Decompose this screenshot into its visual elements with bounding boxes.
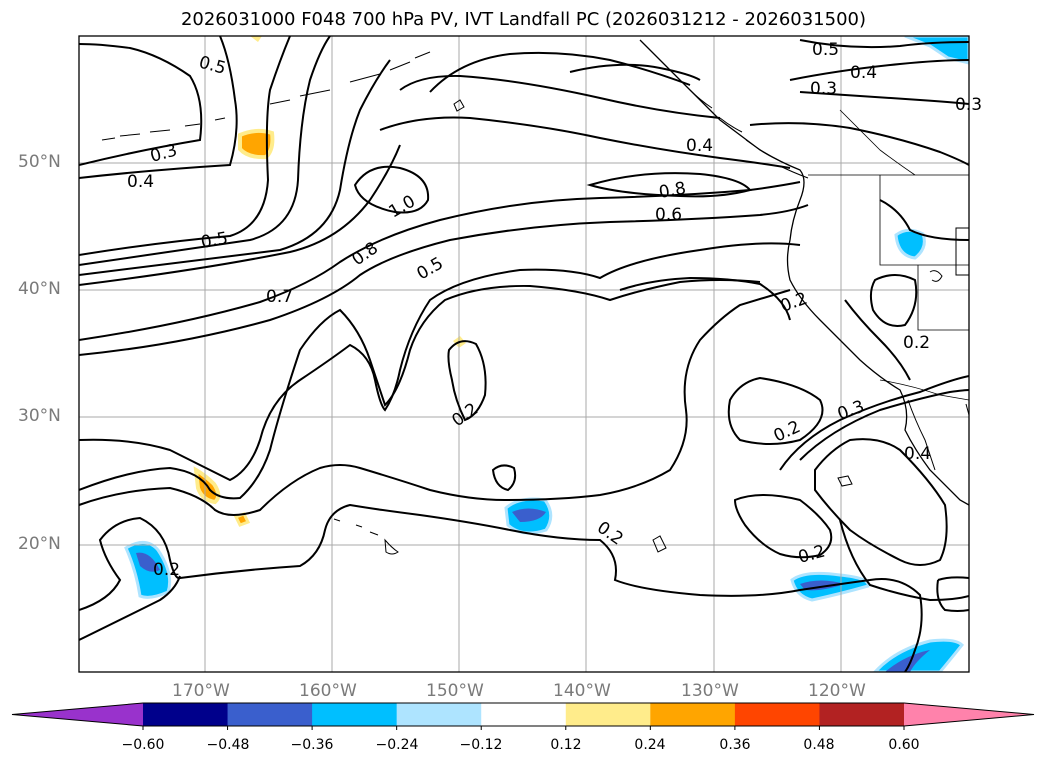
- shade-yellow-top: [250, 36, 262, 42]
- contour-label: 0.5: [197, 53, 228, 79]
- lon-label: 170°W: [172, 681, 230, 701]
- colorbar-bin: [565, 703, 651, 726]
- colorbar-bin: [481, 703, 567, 726]
- contour-label: 0.4: [686, 136, 713, 156]
- colorbar-bin: [819, 703, 905, 726]
- contour-label: 0.5: [199, 229, 229, 253]
- contour-label: 0.4: [850, 63, 877, 83]
- coastlines: [101, 39, 969, 555]
- colorbar-tick-label: −0.24: [375, 737, 419, 753]
- contour-label: 0.5: [414, 253, 447, 284]
- colorbar-bin: [227, 703, 313, 726]
- lat-label: 30°N: [18, 406, 61, 426]
- colorbar-bin: [312, 703, 398, 726]
- map-title: 2026031000 F048 700 hPa PV, IVT Landfall…: [180, 9, 867, 30]
- graticule: [79, 36, 969, 672]
- contour-label: 0.2: [153, 560, 180, 580]
- contour-label: 0.4: [127, 172, 154, 192]
- contour-label: 0.6: [655, 205, 682, 225]
- colorbar-tick-label: 0.48: [803, 737, 835, 753]
- contour-label: 1.0: [386, 191, 419, 222]
- contour-label-group: 0.5 0.3 0.4 0.5 0.7 1.0 0.8 0.5 0.6 0.8 …: [127, 40, 982, 580]
- contour-label: 0.5: [812, 40, 839, 60]
- colorbar-extend-high: [904, 703, 1034, 726]
- colorbar-bin: [396, 703, 482, 726]
- colorbar-bin: [650, 703, 736, 726]
- contour-label: 0.7: [266, 287, 293, 307]
- lat-label: 20°N: [18, 534, 61, 554]
- lon-label: 120°W: [808, 681, 866, 701]
- shade-blue-top-right: [904, 36, 969, 65]
- contour-label: 0.8: [657, 179, 687, 203]
- pv-contours: [79, 36, 969, 672]
- colorbar-extend-low: [12, 703, 143, 726]
- lat-label: 40°N: [18, 279, 61, 299]
- colorbar-bin: [734, 703, 820, 726]
- lon-label: 150°W: [426, 681, 484, 701]
- contour-label: 0.3: [835, 397, 867, 425]
- lon-label: 140°W: [553, 681, 611, 701]
- shade-blue-nevada: [894, 228, 926, 260]
- lon-label: 130°W: [681, 681, 739, 701]
- colorbar-tick-label: −0.12: [459, 737, 503, 753]
- colorbar-tick-label: 0.36: [719, 737, 751, 753]
- colorbar-tick-label: 0.24: [634, 737, 666, 753]
- contour-label: 0.2: [771, 417, 804, 447]
- lon-label: 160°W: [299, 681, 357, 701]
- colorbar: [11, 702, 1035, 730]
- ivt-shading: [124, 36, 969, 672]
- colorbar-tick-label: 0.60: [888, 737, 920, 753]
- contour-label: 0.2: [903, 333, 930, 353]
- colorbar-bin: [143, 703, 229, 726]
- colorbar-tick-label: 0.12: [550, 737, 582, 753]
- contour-label: 0.3: [810, 79, 837, 99]
- colorbar-tick-label: −0.60: [121, 737, 165, 753]
- shade-orange-north: [238, 128, 275, 160]
- colorbar-tick-label: −0.36: [290, 737, 334, 753]
- contour-label: 0.2: [448, 399, 482, 431]
- lat-label: 50°N: [18, 152, 61, 172]
- colorbar-tick-label: −0.48: [206, 737, 250, 753]
- plot-frame: [78, 35, 970, 673]
- contour-label: 0.4: [904, 444, 931, 464]
